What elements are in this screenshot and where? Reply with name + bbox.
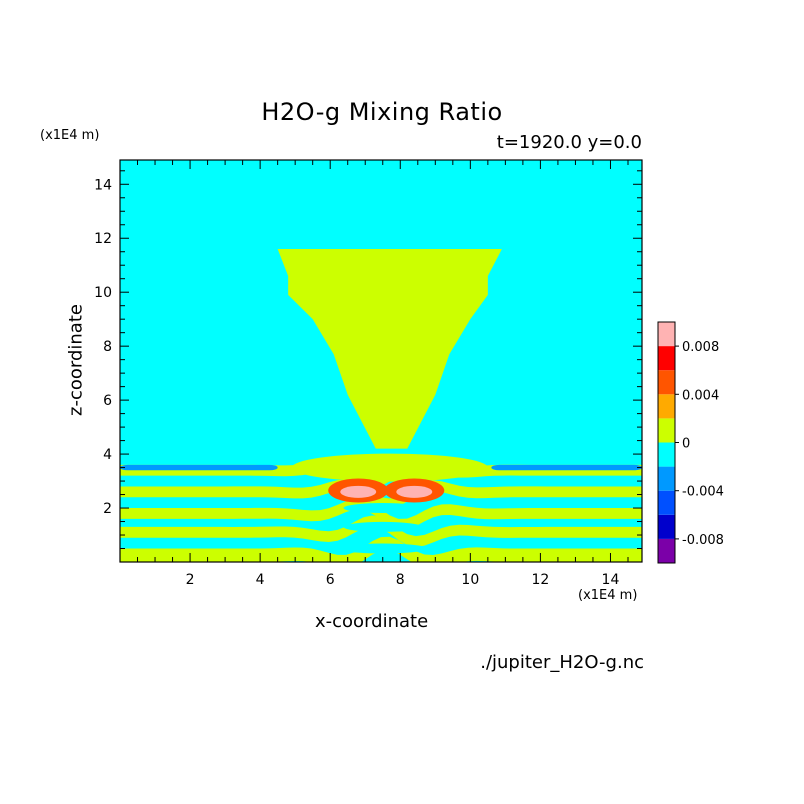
colorbar-swatch	[658, 418, 675, 443]
y-axis-unit: (x1E4 m)	[40, 128, 100, 143]
colorbar-swatch	[658, 370, 675, 395]
positive-layer	[120, 498, 642, 530]
colorbar-swatch	[658, 394, 675, 419]
x-tick-label: 4	[256, 572, 265, 588]
source-filename: ./jupiter_H2O-g.nc	[480, 652, 644, 673]
x-axis-unit: (x1E4 m)	[578, 588, 638, 603]
x-axis-label: x-coordinate	[315, 611, 429, 632]
colorbar-label: 0.004	[682, 388, 719, 403]
plot-frame	[119, 159, 643, 563]
positive-layer	[120, 479, 642, 510]
colorbar-label: -0.004	[682, 485, 724, 500]
plume-base	[291, 453, 488, 482]
colorbar-swatch	[658, 538, 675, 563]
central-gap	[343, 521, 422, 532]
x-tick-label: 10	[461, 572, 479, 588]
hot-spot	[396, 485, 433, 498]
x-tick-label: 14	[602, 572, 620, 588]
y-tick-label: 12	[94, 231, 112, 247]
positive-layer	[120, 515, 642, 547]
central-gap	[337, 543, 428, 554]
colorbar-label: -0.008	[682, 533, 724, 548]
colorbar-swatch	[658, 442, 675, 467]
negative-strip	[120, 464, 278, 471]
hot-spot	[340, 485, 377, 498]
central-gap	[343, 503, 422, 514]
y-tick-label: 4	[103, 447, 112, 463]
x-tick-label: 2	[186, 572, 195, 588]
colorbar-swatch	[658, 514, 675, 539]
y-tick-label: 10	[94, 285, 112, 301]
colorbar-label: 0.008	[682, 340, 719, 355]
x-tick-label: 8	[396, 572, 405, 588]
y-tick-label: 6	[103, 393, 112, 409]
y-tick-label: 8	[103, 339, 112, 355]
colorbar-swatch	[658, 322, 675, 347]
chart-subtitle: t=1920.0 y=0.0	[496, 132, 642, 153]
y-tick-label: 14	[94, 177, 112, 193]
negative-strip	[491, 464, 642, 471]
plume	[277, 249, 502, 449]
y-axis-label: z-coordinate	[65, 304, 87, 416]
contour-field	[120, 160, 642, 562]
y-tick-label: 2	[103, 501, 112, 517]
x-tick-label: 12	[531, 572, 549, 588]
chart-title: H2O-g Mixing Ratio	[261, 98, 503, 126]
colorbar-swatch	[658, 490, 675, 515]
colorbar-swatch	[658, 346, 675, 371]
x-tick-label: 6	[326, 572, 335, 588]
colorbar-swatch	[658, 466, 675, 491]
colorbar-label: 0	[682, 437, 690, 452]
